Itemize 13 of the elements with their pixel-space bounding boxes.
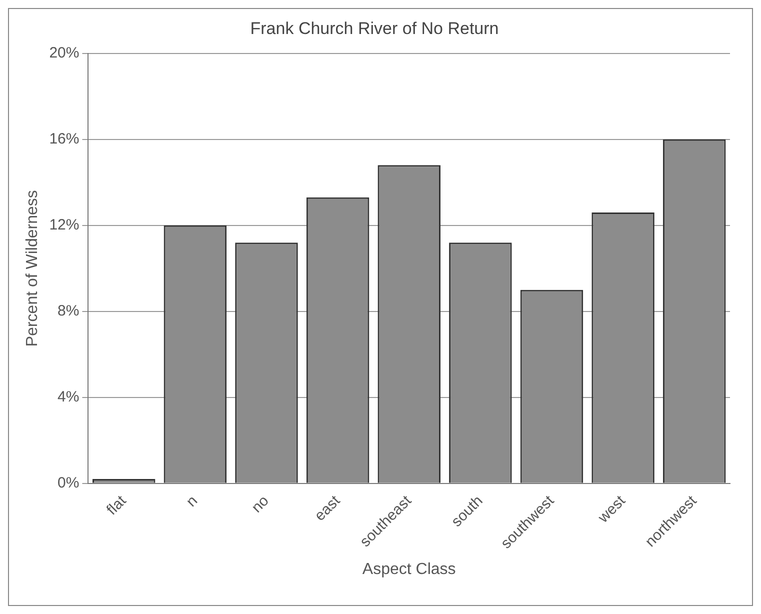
x-tick-label: n [183,492,201,510]
y-tick-label: 12% [49,216,80,234]
y-tick-label: 0% [58,474,80,492]
y-tick-label: 20% [49,44,80,62]
x-tick-label: east [311,492,344,524]
x-tick-label: no [248,492,272,516]
y-axis-title: Percent of Wilderness [24,190,42,347]
y-tick-label: 8% [58,302,80,320]
x-axis-title: Aspect Class [362,560,456,578]
chart-title: Frank Church River of No Return [250,18,499,38]
y-tick-label: 4% [58,388,80,406]
x-tick-label: flat [103,492,130,519]
y-tick-label: 16% [49,130,80,148]
